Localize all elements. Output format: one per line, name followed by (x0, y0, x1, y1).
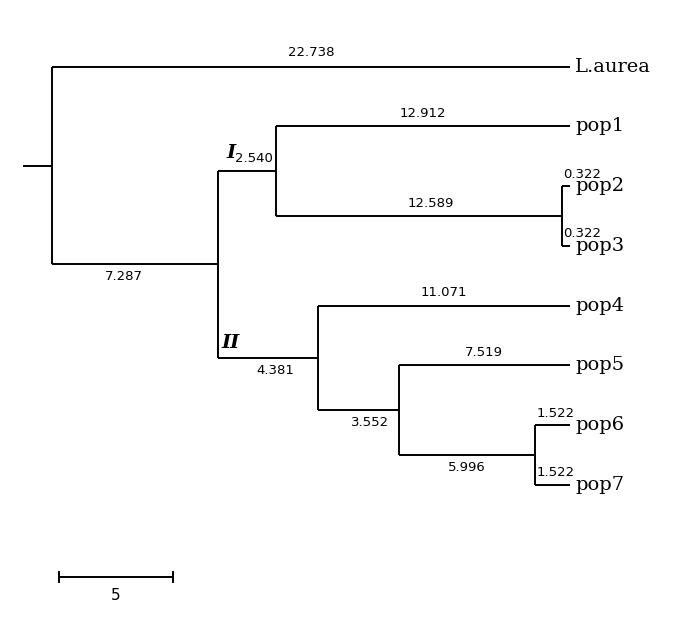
Text: pop2: pop2 (575, 177, 625, 195)
Text: 22.738: 22.738 (288, 47, 334, 59)
Text: 7.287: 7.287 (105, 270, 143, 283)
Text: pop5: pop5 (575, 356, 625, 374)
Text: L.aurea: L.aurea (575, 58, 651, 75)
Text: pop1: pop1 (575, 117, 625, 135)
Text: pop7: pop7 (575, 476, 625, 493)
Text: II: II (222, 334, 240, 352)
Text: 11.071: 11.071 (421, 286, 467, 299)
Text: 4.381: 4.381 (256, 364, 294, 377)
Text: pop6: pop6 (575, 416, 625, 434)
Text: 12.589: 12.589 (408, 197, 453, 210)
Text: pop4: pop4 (575, 297, 625, 315)
Text: 7.519: 7.519 (465, 346, 503, 359)
Text: 0.322: 0.322 (564, 168, 601, 181)
Text: 5: 5 (112, 588, 121, 603)
Text: 12.912: 12.912 (399, 107, 446, 120)
Text: pop3: pop3 (575, 237, 625, 255)
Text: 2.540: 2.540 (235, 152, 273, 165)
Text: 3.552: 3.552 (351, 416, 388, 429)
Text: I: I (226, 144, 235, 162)
Text: 5.996: 5.996 (448, 461, 486, 474)
Text: 0.322: 0.322 (564, 227, 601, 240)
Text: 1.522: 1.522 (536, 466, 574, 479)
Text: 1.522: 1.522 (536, 407, 574, 419)
